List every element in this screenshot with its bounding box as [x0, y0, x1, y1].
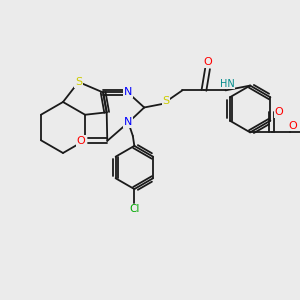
Text: O: O	[275, 107, 284, 117]
Text: O: O	[203, 57, 212, 67]
Text: O: O	[288, 121, 297, 131]
Text: N: N	[124, 118, 133, 128]
Text: N: N	[124, 88, 132, 98]
Text: S: S	[162, 96, 169, 106]
Text: O: O	[77, 136, 85, 146]
Text: HN: HN	[220, 79, 234, 89]
Text: S: S	[75, 77, 82, 87]
Text: Cl: Cl	[129, 205, 140, 214]
